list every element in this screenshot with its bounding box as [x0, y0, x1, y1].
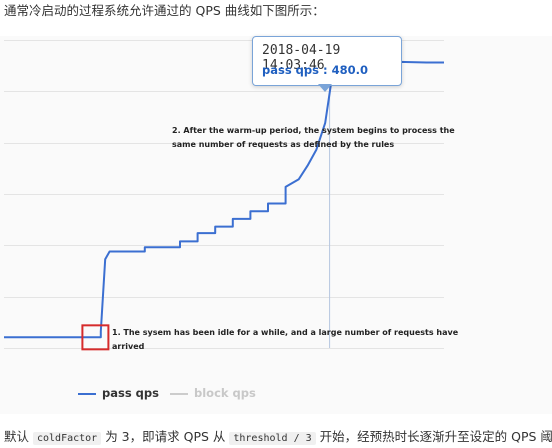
code-cold-factor: coldFactor	[33, 432, 102, 445]
grid-lines	[4, 40, 444, 349]
qps-chart	[0, 36, 552, 414]
annotation-idle-line1: 1. The sysem has been idle for a while, …	[112, 328, 459, 337]
series-layer	[4, 60, 444, 339]
annotation-warmup: 2. After the warm-up period, the system …	[172, 124, 455, 152]
tooltip-timestamp: 2018-04-19 14:03:46	[262, 43, 341, 73]
series-line-pass-qps	[4, 60, 444, 339]
annotation-idle: 1. The sysem has been idle for a while, …	[112, 326, 458, 354]
footer-text-3: 开始，经预热时长逐渐升至设定的 QPS 阈值。	[319, 429, 552, 444]
annotation-idle-line2: arrived	[112, 342, 145, 351]
footer-text-2: 为 3，即请求 QPS 从	[105, 429, 226, 444]
tooltip-separator: :	[319, 63, 332, 77]
annotation-highlight-box	[81, 324, 110, 351]
chart-tooltip: 2018-04-19 14:03:46 pass qps : 480.0	[252, 36, 402, 86]
code-threshold: threshold / 3	[229, 432, 316, 445]
footer-text-1: 默认	[4, 429, 30, 444]
legend-pass-qps-label: pass qps	[102, 386, 159, 400]
annotation-warmup-line1: 2. After the warm-up period, the system …	[172, 126, 455, 135]
intro-text: 通常冷启动的过程系统允许通过的 QPS 曲线如下图所示：	[4, 3, 325, 18]
tooltip-series-label: pass qps	[262, 63, 319, 77]
tooltip-value: pass qps : 480.0	[262, 63, 368, 77]
legend-block-qps-swatch	[170, 393, 188, 395]
annotation-warmup-line2: same number of requests as defined by th…	[172, 140, 395, 149]
legend-block-qps-label: block qps	[194, 386, 256, 400]
legend-pass-qps-swatch	[78, 393, 96, 395]
chart-svg	[4, 40, 444, 351]
tooltip-pointer	[318, 84, 332, 92]
tooltip-value-text: 480.0	[331, 63, 368, 77]
footer-text: 默认 coldFactor 为 3，即请求 QPS 从 threshold / …	[4, 428, 552, 448]
